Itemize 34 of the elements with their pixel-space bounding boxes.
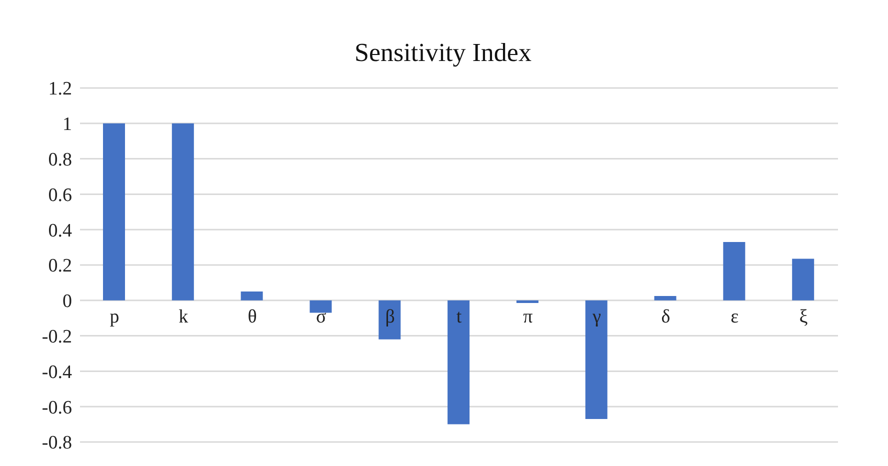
bar: [240, 292, 263, 300]
bar: [723, 242, 746, 300]
bar: [585, 300, 608, 419]
x-tick-label: k: [178, 306, 189, 328]
bar: [516, 300, 538, 304]
y-tick-label: -0.8: [42, 432, 72, 454]
bar: [172, 123, 194, 300]
y-tick-label: 0.6: [48, 184, 72, 206]
y-tick-label: 0.8: [48, 150, 72, 171]
bar: [448, 300, 470, 424]
x-tick-label: δ: [661, 306, 670, 328]
y-tick-label: 0.4: [48, 220, 72, 242]
y-tick-label: 1.2: [48, 78, 72, 100]
x-tick-label: t: [456, 306, 462, 328]
y-tick-label: 1: [62, 114, 72, 136]
x-tick-label: σ: [316, 306, 326, 328]
y-tick-label: -0.2: [42, 326, 72, 348]
y-tick-label: -0.6: [42, 397, 72, 418]
y-tick-label: -0.4: [42, 362, 72, 383]
x-tick-label: p: [110, 306, 120, 328]
x-tick-label: β: [385, 306, 395, 328]
x-tick-label: π: [523, 306, 534, 328]
x-tick-label: θ: [248, 306, 257, 328]
chart-title: Sensitivity Index: [354, 38, 532, 68]
y-tick-label: 0: [62, 291, 72, 312]
bar: [310, 300, 332, 313]
bar: [792, 258, 814, 300]
y-tick-label: 0.2: [48, 256, 72, 277]
x-tick-label: γ: [592, 306, 602, 328]
x-tick-label: ε: [730, 306, 739, 328]
bar: [654, 296, 676, 300]
bar: [378, 300, 401, 340]
x-tick-label: ξ: [799, 306, 808, 328]
bar: [103, 123, 125, 300]
